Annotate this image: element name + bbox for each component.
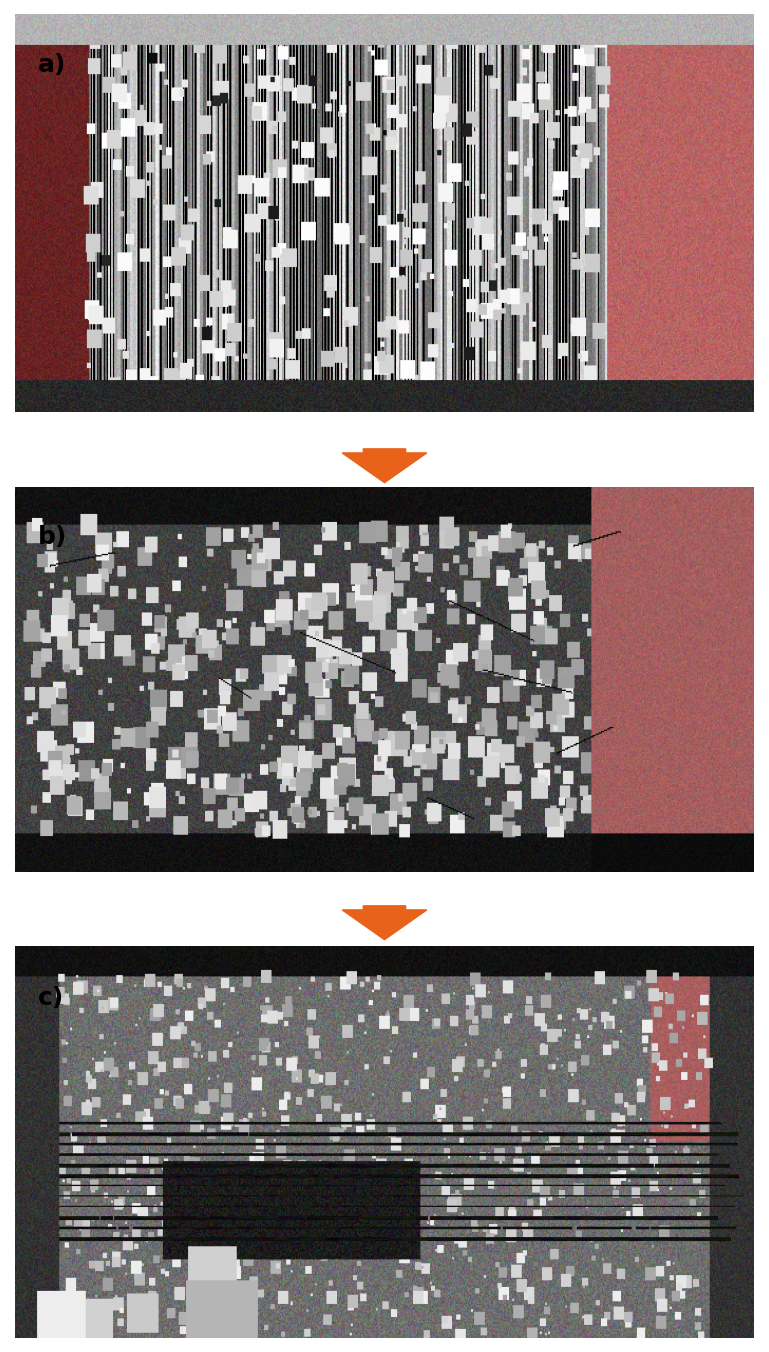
Text: a): a) — [38, 53, 66, 77]
Text: b): b) — [38, 526, 67, 549]
Text: c): c) — [38, 986, 64, 1010]
